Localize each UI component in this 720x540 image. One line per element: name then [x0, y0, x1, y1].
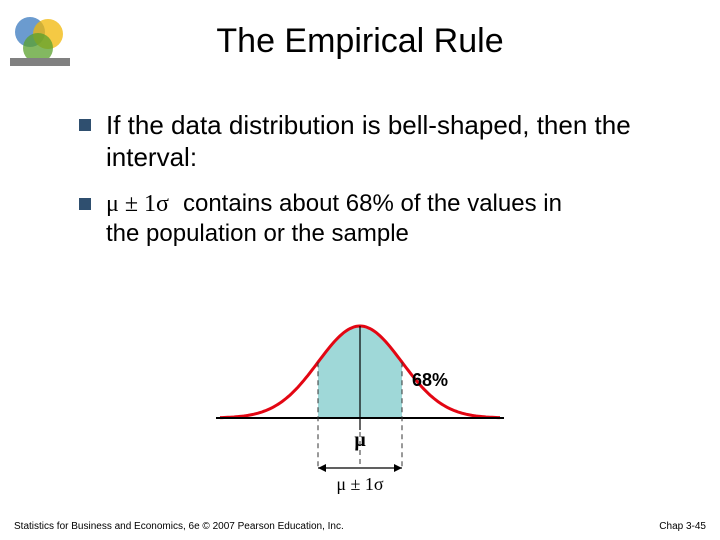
bullet-1-text: If the data distribution is bell-shaped,…	[106, 110, 678, 173]
empirical-rule-chart: 68% μ μ ± 1σ	[210, 300, 510, 500]
bullet-1: If the data distribution is bell-shaped,…	[78, 110, 678, 173]
slide-title: The Empirical Rule	[0, 22, 720, 61]
bullet-2: μ ± 1σ contains about 68% of the values …	[78, 189, 678, 249]
interval-formula: μ ± 1σ	[106, 191, 169, 218]
footer-page: Chap 3-45	[659, 521, 706, 532]
range-label: μ ± 1σ	[336, 474, 384, 494]
arrowhead-right-icon	[394, 464, 402, 472]
label-68: 68%	[412, 370, 448, 390]
bullet-2-text-a: contains about 68% of the values in	[183, 189, 562, 219]
slide: The Empirical Rule If the data distribut…	[0, 0, 720, 540]
square-bullet-icon	[78, 197, 92, 211]
bullet-list: If the data distribution is bell-shaped,…	[78, 110, 678, 265]
square-bullet-icon	[78, 118, 92, 132]
arrowhead-left-icon	[318, 464, 326, 472]
mu-label: μ	[354, 429, 366, 451]
footer-citation: Statistics for Business and Economics, 6…	[14, 521, 344, 532]
bullet-2-text-b: the population or the sample	[106, 219, 562, 249]
